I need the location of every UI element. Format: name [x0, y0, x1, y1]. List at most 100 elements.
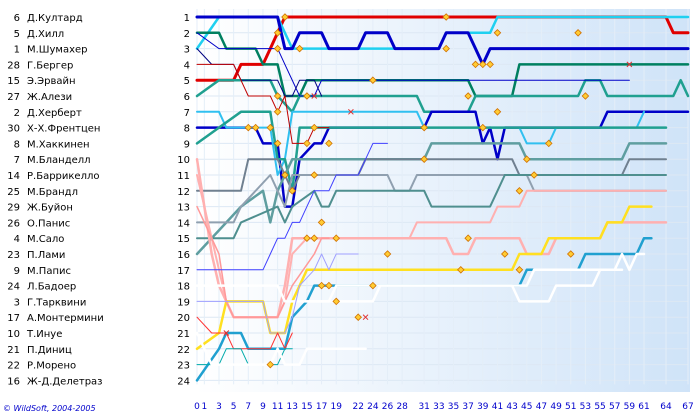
pit-stop-marker — [310, 171, 319, 179]
driver-number: 17 — [7, 313, 20, 324]
pit-stop-marker — [493, 108, 502, 116]
driver-name: Г.Тарквини — [27, 297, 86, 308]
lap-tick-label: 43 — [506, 402, 517, 412]
retirement-marker — [311, 93, 318, 99]
driver-number: 23 — [7, 250, 20, 261]
lap-tick-label: 55 — [594, 402, 605, 412]
lap-tick-label: 15 — [301, 402, 312, 412]
pit-stop-marker — [244, 123, 253, 132]
driver-number: 1 — [14, 45, 20, 56]
pit-stop-marker — [295, 44, 304, 53]
pit-stop-marker — [493, 29, 502, 37]
lap-tick-label: 53 — [580, 402, 591, 412]
lap-tick-label: 51 — [565, 402, 576, 412]
driver-number: 27 — [7, 92, 20, 103]
lap-tick-label: 1 — [201, 402, 207, 412]
pit-stop-marker — [303, 92, 311, 100]
series-line — [195, 110, 668, 193]
driver-name: Э.Эрвайн — [27, 76, 76, 87]
position-tick: 11 — [177, 171, 190, 182]
driver-name: Х-Х.Френтцен — [27, 124, 100, 135]
pit-stop-marker — [383, 250, 392, 258]
pit-stop-marker — [303, 234, 311, 242]
pit-stop-marker — [317, 218, 326, 227]
pit-stop-marker — [266, 360, 275, 369]
series-line — [196, 142, 388, 271]
lap-tick-label: 0 — [194, 402, 200, 412]
pit-stop-marker — [281, 171, 289, 179]
retirement-marker — [362, 314, 369, 321]
pit-stop-marker — [581, 92, 590, 100]
driver-name: Г.Бергер — [27, 60, 73, 71]
lap-tick-label: 9 — [260, 402, 266, 412]
position-tick: 16 — [177, 250, 190, 261]
lap-tick-label: 61 — [638, 402, 649, 412]
driver-number: 28 — [7, 60, 20, 71]
pit-stop-marker — [288, 187, 297, 195]
driver-name: М.Сало — [27, 234, 64, 245]
lap-tick-label: 19 — [331, 402, 343, 412]
pit-stop-marker — [486, 60, 494, 69]
lap-tick-label: 59 — [624, 402, 636, 412]
credit-text: © WildSoft, 2004-2005 — [3, 404, 96, 413]
series-line — [195, 331, 367, 366]
series-line — [196, 253, 359, 334]
pit-stop-marker — [464, 92, 472, 100]
position-tick: 18 — [177, 282, 190, 293]
driver-name: М.Папис — [27, 266, 71, 277]
series-line — [196, 316, 293, 350]
driver-name: О.Панис — [27, 218, 70, 229]
position-tick: 12 — [177, 187, 190, 198]
position-tick: 2 — [184, 29, 190, 40]
position-tick: 6 — [184, 92, 190, 103]
lap-tick-label: 24 — [367, 402, 379, 412]
driver-number: 29 — [7, 203, 20, 214]
pit-stop-marker — [530, 171, 538, 179]
pit-stop-marker — [471, 60, 480, 69]
driver-number: 21 — [7, 345, 20, 356]
driver-number: 25 — [7, 187, 20, 198]
lap-tick-label: 35 — [448, 402, 459, 412]
lap-tick-label: 28 — [396, 402, 408, 412]
driver-name: Т.Инуе — [26, 329, 62, 340]
pit-stop-marker — [310, 234, 319, 242]
series-line — [195, 236, 653, 382]
lap-tick-label: 3 — [216, 402, 222, 412]
lap-tick-label: 39 — [477, 402, 489, 412]
pit-stop-marker — [442, 44, 450, 53]
position-tick: 19 — [177, 297, 190, 308]
pit-stop-marker — [266, 123, 275, 132]
pit-stop-marker — [251, 123, 260, 132]
lap-tick-label: 47 — [536, 402, 547, 412]
driver-name: Д.Хилл — [27, 29, 64, 40]
pit-stop-marker — [273, 29, 282, 37]
pit-stop-marker — [420, 123, 428, 132]
pit-stop-marker — [303, 139, 311, 148]
driver-number: 6 — [14, 13, 20, 24]
driver-number: 4 — [14, 234, 20, 245]
pit-stop-marker — [479, 123, 487, 132]
driver-number: 14 — [7, 171, 20, 182]
pit-stop-marker — [523, 155, 531, 163]
pit-stop-marker — [325, 139, 333, 148]
series-line — [195, 142, 668, 256]
retirement-stroke — [311, 93, 318, 99]
pit-stop-marker — [464, 234, 472, 242]
lap-tick-label: 13 — [287, 402, 298, 412]
series-line — [305, 268, 624, 303]
position-tick: 5 — [184, 76, 190, 87]
position-tick: 23 — [177, 361, 190, 372]
driver-name: П.Диниц — [27, 345, 72, 356]
series-line — [196, 174, 667, 240]
pit-stop-marker — [332, 234, 341, 242]
position-tick: 13 — [177, 203, 190, 214]
lap-tick-label: 57 — [609, 402, 620, 412]
pit-stop-marker — [479, 60, 487, 69]
position-tick: 7 — [184, 108, 190, 119]
pit-stop-marker — [273, 108, 282, 116]
retirement-marker — [626, 61, 633, 68]
position-tick: 20 — [177, 313, 190, 324]
driver-name: Р.Морено — [27, 361, 76, 372]
lap-tick-label: 33 — [433, 402, 444, 412]
driver-number: 30 — [7, 124, 20, 135]
